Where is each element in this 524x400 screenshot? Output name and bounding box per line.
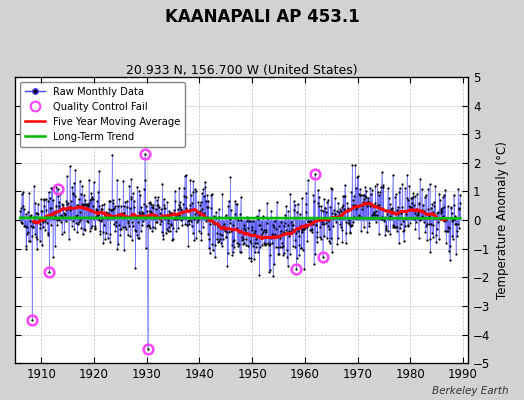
- Text: Berkeley Earth: Berkeley Earth: [432, 386, 508, 396]
- Legend: Raw Monthly Data, Quality Control Fail, Five Year Moving Average, Long-Term Tren: Raw Monthly Data, Quality Control Fail, …: [20, 82, 185, 147]
- Y-axis label: Temperature Anomaly (°C): Temperature Anomaly (°C): [496, 141, 509, 299]
- Text: KAANAPALI AP 453.1: KAANAPALI AP 453.1: [165, 8, 359, 26]
- Title: 20.933 N, 156.700 W (United States): 20.933 N, 156.700 W (United States): [126, 64, 357, 77]
